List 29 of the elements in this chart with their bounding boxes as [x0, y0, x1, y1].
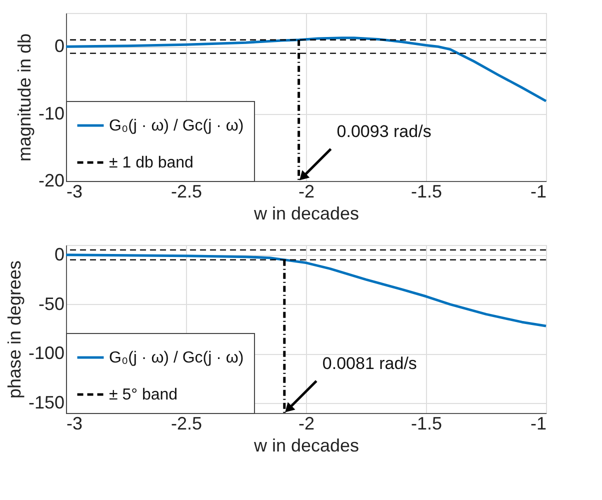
x-tick-label: -2.5	[170, 182, 202, 202]
annotation: 0.0081 rad/s	[322, 354, 417, 373]
annotation: 0.0093 rad/s	[336, 122, 432, 141]
x-tick-label: -1.5	[410, 414, 442, 434]
y-tick-label: -150	[28, 392, 64, 413]
y-axis-title: magnitude in db	[14, 33, 34, 162]
x-axis-title: w in decades	[252, 204, 360, 224]
y-tick-label: -20	[38, 170, 64, 190]
y-tick-label: -100	[28, 343, 64, 364]
x-tick-label: -2	[298, 414, 315, 434]
line-series	[64, 36, 548, 102]
y-tick-label: -10	[38, 103, 64, 124]
x-tick-label: -1.5	[410, 182, 442, 202]
legend-label: G₀(j · ω) / Gc(j · ω)	[109, 350, 244, 366]
legend-label: ± 5° band	[109, 386, 178, 404]
x-tick-label: -1	[530, 182, 546, 202]
y-tick-label: 0	[54, 244, 64, 264]
x-tick-label: -2	[298, 182, 315, 202]
x-tick-label: -3	[66, 414, 83, 434]
y-tick-label: 0	[54, 36, 64, 56]
x-tick-label: -3	[66, 182, 83, 202]
x-axis-title: w in decades	[252, 436, 360, 456]
x-tick-label: -1	[530, 414, 546, 434]
legend-label: ± 1 db band	[109, 154, 194, 172]
line-series	[64, 254, 548, 328]
y-tick-label: -50	[38, 294, 64, 314]
x-tick-label: -2.5	[170, 414, 202, 434]
y-axis-title: phase in degrees	[4, 260, 24, 399]
legend-label: G₀(j · ω) / Gc(j · ω)	[109, 118, 244, 134]
